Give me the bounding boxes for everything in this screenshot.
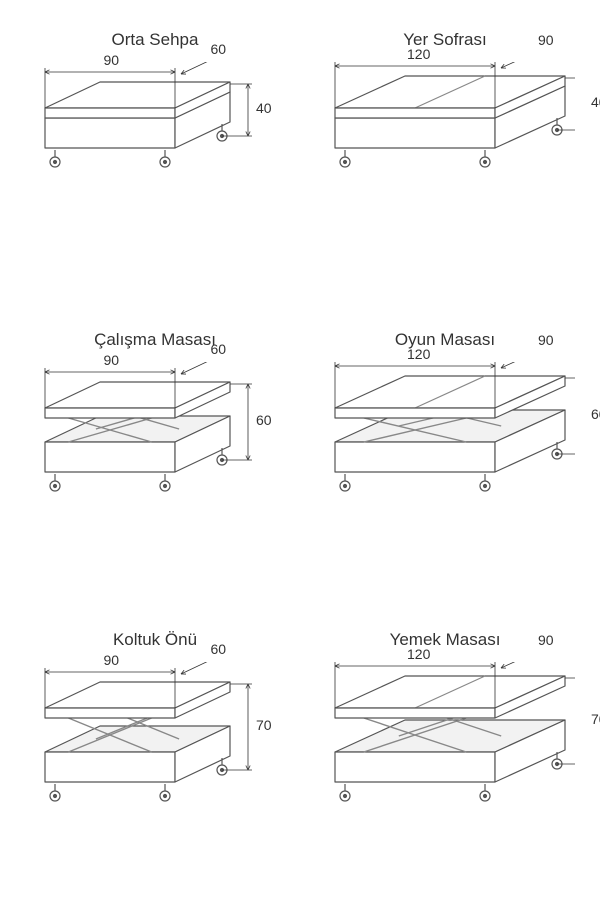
table-drawing: 906060 xyxy=(25,362,285,542)
table-drawing: 906070 xyxy=(25,662,285,842)
config-yer: Yer Sofrası 1209040 xyxy=(310,30,580,270)
dimension-label: 60 xyxy=(591,406,600,422)
dimension-label: 90 xyxy=(104,52,120,68)
config-title: Koltuk Önü xyxy=(113,630,197,650)
table-drawing: 1209040 xyxy=(315,62,575,242)
dimension-label: 60 xyxy=(211,341,227,357)
table-drawing: 1209060 xyxy=(315,362,575,542)
dimension-label: 60 xyxy=(211,41,227,57)
dimension-label: 60 xyxy=(211,641,227,657)
dimension-label: 120 xyxy=(407,646,430,662)
config-oyun: Oyun Masası 1209060 xyxy=(310,330,580,570)
dimension-label: 120 xyxy=(407,46,430,62)
dimension-label: 60 xyxy=(256,412,272,428)
dimension-label: 90 xyxy=(538,32,554,48)
dimension-label: 90 xyxy=(104,652,120,668)
config-title: Orta Sehpa xyxy=(112,30,199,50)
dimension-label: 40 xyxy=(591,94,600,110)
dimension-label: 70 xyxy=(591,711,600,727)
config-calisma: Çalışma Masası 906060 xyxy=(20,330,290,570)
config-yemek: Yemek Masası 1209070 xyxy=(310,630,580,870)
dimension-label: 70 xyxy=(256,717,272,733)
dimension-label: 40 xyxy=(256,100,272,116)
config-koltuk: Koltuk Önü 906070 xyxy=(20,630,290,870)
dimension-label: 120 xyxy=(407,346,430,362)
dimension-label: 90 xyxy=(104,352,120,368)
dimension-label: 90 xyxy=(538,332,554,348)
table-drawing: 1209070 xyxy=(315,662,575,842)
config-orta: Orta Sehpa 906040 xyxy=(20,30,290,270)
config-title: Çalışma Masası xyxy=(94,330,216,350)
table-drawing: 906040 xyxy=(25,62,285,242)
dimension-label: 90 xyxy=(538,632,554,648)
